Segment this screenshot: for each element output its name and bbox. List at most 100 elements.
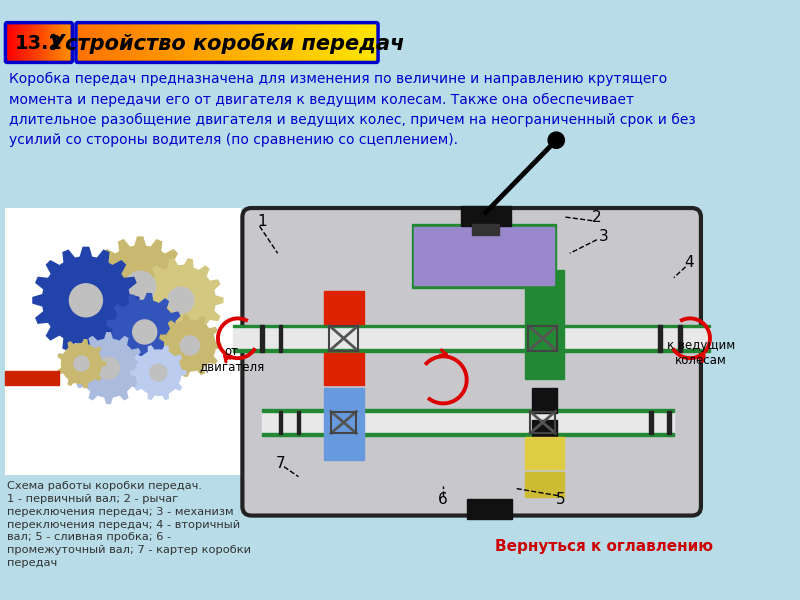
Bar	[228, 25, 229, 61]
Polygon shape	[181, 370, 186, 376]
Text: 3: 3	[599, 229, 609, 244]
Bar	[169, 25, 170, 61]
Bar	[28, 25, 29, 61]
Polygon shape	[142, 280, 152, 289]
Bar	[414, 227, 554, 285]
Bar	[296, 25, 297, 61]
Polygon shape	[176, 265, 187, 276]
Circle shape	[180, 336, 199, 355]
Bar	[303, 25, 304, 61]
Bar	[22, 25, 23, 61]
Bar	[9, 25, 10, 61]
Polygon shape	[103, 312, 115, 324]
Bar	[21, 25, 22, 61]
Bar	[218, 25, 219, 61]
Bar	[130, 25, 131, 61]
Polygon shape	[118, 240, 130, 251]
Bar	[191, 25, 192, 61]
Bar	[117, 25, 118, 61]
Bar	[109, 25, 110, 61]
Bar	[86, 25, 87, 61]
Bar	[195, 25, 196, 61]
Bar	[127, 25, 129, 61]
Polygon shape	[181, 281, 190, 292]
Bar	[265, 25, 266, 61]
Circle shape	[42, 257, 130, 344]
Polygon shape	[124, 311, 136, 323]
Bar	[159, 25, 160, 61]
Bar	[375, 25, 376, 61]
Circle shape	[125, 271, 156, 302]
Bar	[525, 437, 564, 469]
Bar	[112, 25, 113, 61]
Bar	[226, 25, 227, 61]
Polygon shape	[210, 311, 220, 320]
Bar	[241, 25, 242, 61]
Bar	[88, 25, 89, 61]
Bar	[151, 25, 152, 61]
Bar	[61, 25, 62, 61]
Bar	[41, 25, 42, 61]
Polygon shape	[198, 367, 204, 374]
Bar	[650, 410, 653, 434]
Bar	[104, 25, 105, 61]
Polygon shape	[142, 311, 152, 320]
Bar	[355, 25, 356, 61]
Circle shape	[133, 320, 157, 344]
Polygon shape	[145, 293, 153, 301]
Polygon shape	[68, 342, 74, 347]
Bar	[187, 25, 188, 61]
Bar	[27, 25, 28, 61]
Bar	[19, 25, 20, 61]
Bar	[201, 25, 202, 61]
Bar	[347, 25, 348, 61]
Bar	[85, 25, 86, 61]
Bar	[234, 328, 710, 349]
Bar	[164, 25, 165, 61]
Bar	[62, 25, 63, 61]
Bar	[319, 25, 320, 61]
Bar	[532, 388, 557, 413]
Polygon shape	[151, 240, 162, 251]
Bar	[237, 25, 238, 61]
Bar	[270, 25, 271, 61]
Bar	[63, 25, 64, 61]
Bar	[119, 25, 120, 61]
Bar	[462, 206, 511, 226]
Bar	[30, 25, 32, 61]
Polygon shape	[114, 350, 124, 359]
Bar	[304, 25, 305, 61]
Bar	[166, 25, 167, 61]
Bar	[189, 25, 190, 61]
Bar	[341, 25, 342, 61]
Bar	[251, 25, 252, 61]
Bar	[248, 25, 249, 61]
Bar	[167, 25, 168, 61]
Bar	[261, 325, 264, 352]
Polygon shape	[210, 328, 217, 335]
Polygon shape	[103, 250, 115, 262]
Polygon shape	[105, 397, 112, 403]
Bar	[165, 25, 166, 61]
Bar	[23, 25, 25, 61]
Bar	[171, 25, 172, 61]
Bar	[132, 25, 133, 61]
Polygon shape	[176, 328, 183, 336]
Bar	[358, 25, 359, 61]
Bar	[91, 25, 92, 61]
Bar	[138, 25, 139, 61]
Bar	[275, 25, 276, 61]
Bar	[363, 25, 365, 61]
Bar	[16, 25, 17, 61]
Bar	[307, 25, 309, 61]
Bar	[322, 25, 323, 61]
Bar	[178, 25, 179, 61]
Polygon shape	[160, 335, 166, 341]
Bar	[292, 25, 293, 61]
Bar	[40, 25, 41, 61]
Bar	[108, 25, 109, 61]
Polygon shape	[132, 379, 140, 388]
Bar	[298, 25, 299, 61]
Bar	[54, 25, 55, 61]
Polygon shape	[36, 311, 48, 323]
